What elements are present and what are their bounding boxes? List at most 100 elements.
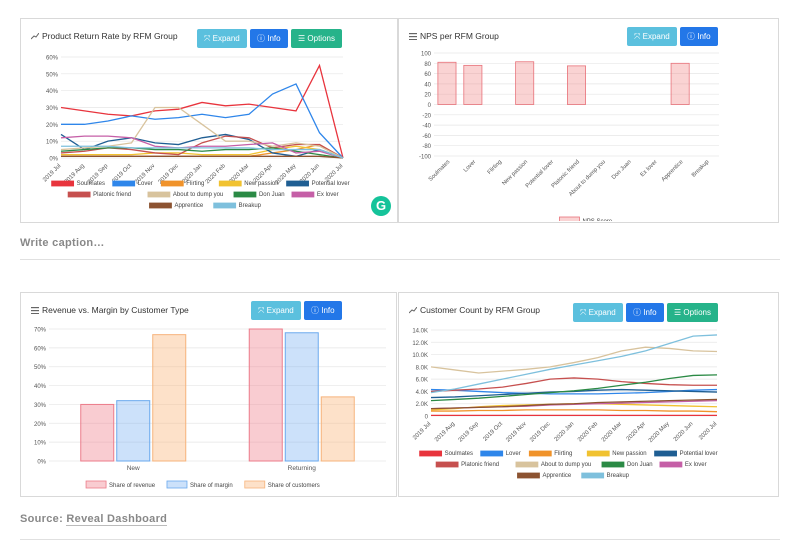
legend-label: New passion [244,181,278,187]
return-rate-panel: Product Return Rate by RFM Group ⤧ Expan… [20,18,398,223]
customer-count-chart: 0 2.0K 4.0K 6.0K 8.0K 10.0K 12.0K 14.0K 2019 Jul… [412,329,718,480]
nps-chart: -100 -80 -60 -40 -20 0 20 40 60 80 100 Soulmates Lov… [419,52,719,221]
info-button[interactable]: ⓘ Info [680,27,718,46]
legend-swatch [586,450,610,457]
options-button[interactable]: ☰ Options [291,29,342,48]
legend-swatch [286,180,309,187]
legend-swatch [517,472,540,479]
x-tick-label: 2020 Jul [698,421,718,441]
y-tick-label: -60 [422,134,431,140]
y-tick-label: 10% [46,140,59,146]
series-line [430,398,718,410]
revenue-margin-title: Revenue vs. Margin by Customer Type [31,305,189,315]
series-line [430,334,718,394]
y-tick-label: 12.0K [412,341,428,347]
y-tick-label: 0 [428,103,432,109]
y-tick-label: 0% [37,460,46,466]
y-tick-label: 40% [34,384,47,390]
expand-button[interactable]: ⤧ Expand [197,29,247,48]
expand-icon: ⤧ [258,306,267,315]
expand-button[interactable]: ⤧ Expand [251,301,301,320]
legend-swatch [149,202,172,209]
legend-swatch [160,180,184,187]
expand-button[interactable]: ⤧ Expand [573,303,623,322]
x-tick-label: New [127,465,140,472]
legend-label: Lover [506,451,521,457]
grammarly-icon[interactable]: G [371,196,391,216]
bar [80,403,115,462]
y-tick-label: 100 [421,52,432,58]
legend-label: NPS Score [582,219,612,221]
legend-swatch [218,180,242,187]
nps-bar [515,61,535,105]
x-tick-label: 2019 Oct [482,421,504,443]
revenue-margin-chart: 0% 10% 20% 30% 40% 50% 60% 70% New Returning Share… [34,328,386,489]
legend-swatch [233,191,257,198]
options-button[interactable]: ☰ Options [667,303,718,322]
bar [116,400,151,462]
legend-label: About to dump you [541,462,591,468]
bar [320,396,355,462]
y-tick-label: 80 [424,62,431,68]
legend-label: Breakup [239,203,262,209]
y-tick-label: 0 [425,415,429,421]
y-tick-label: -40 [422,124,431,130]
legend-label: Apprentice [174,203,203,209]
x-tick-label: 2019 Jul [412,421,432,441]
info-button[interactable]: ⓘ Info [250,29,288,48]
info-icon: ⓘ [257,34,268,43]
nps-panel: NPS per RFM Group ⤧ Expand ⓘ Info -100 -8… [398,18,779,223]
bar [284,332,319,462]
expand-button[interactable]: ⤧ Expand [627,27,677,46]
series-line [61,145,344,159]
x-tick-label: Returning [288,465,317,472]
legend-swatch [515,461,539,468]
legend-swatch [291,191,315,198]
legend-label: Soulmates [445,451,473,457]
return-rate-title: Product Return Rate by RFM Group [31,31,178,41]
options-icon: ☰ [298,34,308,43]
legend-label: Don Juan [627,462,653,468]
y-tick-label: 40% [46,89,59,95]
legend-swatch [559,216,580,221]
info-icon: ⓘ [687,32,698,41]
series-line [60,106,344,159]
bar [248,328,283,462]
legend-swatch [601,461,625,468]
source-divider [20,539,780,540]
y-tick-label: 30% [34,403,47,409]
source-link[interactable]: Reveal Dashboard [66,513,168,526]
nps-bar [670,62,690,105]
legend-label: Share of customers [268,483,320,489]
expand-icon: ⤧ [634,32,643,41]
legend-swatch [51,180,75,187]
options-icon: ☰ [674,308,684,317]
x-tick-label: Breakup [691,159,711,179]
y-tick-label: -100 [419,155,432,161]
expand-icon: ⤧ [204,34,213,43]
x-tick-label: New passion [501,159,529,187]
y-tick-label: 50% [46,72,59,78]
series-line [60,135,344,159]
info-button[interactable]: ⓘ Info [304,301,342,320]
series-line [430,374,718,402]
expand-icon: ⤧ [580,308,589,317]
info-button[interactable]: ⓘ Info [626,303,664,322]
legend-label: Platonic friend [93,192,131,198]
customer-count-panel: Customer Count by RFM Group ⤧ Expand ⓘ I… [398,292,779,497]
source-line: Source: Reveal Dashboard [20,513,168,526]
y-tick-label: 2.0K [416,402,428,408]
list-icon [409,33,417,40]
bar [152,334,187,462]
legend-label: Soulmates [77,181,105,187]
legend-label: Potential lover [312,181,350,187]
caption-placeholder[interactable]: Write caption… [20,237,105,249]
legend-swatch [147,191,171,198]
series-line [430,346,718,374]
legend-swatch [581,472,605,479]
x-tick-label: 2019 Jul [42,163,62,183]
series-line [431,409,718,413]
legend-label: Potential lover [680,451,718,457]
x-tick-label: Ex lover [640,159,659,178]
x-tick-label: 2020 Apr [626,421,647,442]
